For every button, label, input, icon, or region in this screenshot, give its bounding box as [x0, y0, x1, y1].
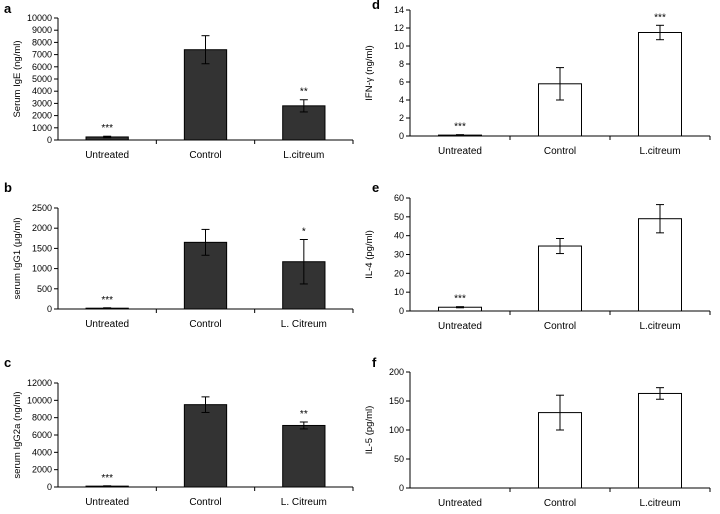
- x-category-label: Untreated: [85, 497, 129, 508]
- x-category-label: Control: [544, 146, 576, 157]
- y-tick-label: 30: [394, 250, 404, 260]
- y-tick-label: 5000: [32, 74, 52, 84]
- chart-panel-c: c serum IgG2a (ng/ml) 0 2000 4000 6000 8000 100…: [4, 355, 354, 508]
- y-tick-label: 0: [399, 131, 404, 141]
- x-category-label: Untreated: [438, 321, 482, 332]
- significance-label: ***: [101, 473, 113, 484]
- y-tick-label: 60: [394, 193, 404, 203]
- x-category-label: L.citreum: [639, 146, 680, 157]
- y-tick-label: 2000: [32, 223, 52, 233]
- y-axis-title: IFN-γ (ng/ml): [364, 45, 375, 100]
- x-category-label: Control: [544, 498, 576, 509]
- significance-label: ***: [101, 123, 113, 134]
- y-axis-title: Serum IgE (ng/ml): [12, 40, 23, 117]
- y-tick-label: 0: [47, 482, 52, 492]
- y-tick-label: 0: [47, 135, 52, 145]
- significance-label: *: [302, 227, 306, 238]
- chart-panel-a: a Serum IgE (ng/ml) 0 1000 2000 3000 4000 5000 6…: [4, 1, 354, 161]
- panel-letter: d: [372, 0, 380, 12]
- chart-panel-f: f IL-5 (pg/ml) 0 50 100 150 200 Untreated Contro…: [364, 355, 711, 509]
- y-tick-label: 0: [399, 483, 404, 493]
- x-category-label: Untreated: [85, 319, 129, 330]
- y-axis-title: IL-4 (pg/ml): [364, 230, 375, 279]
- y-tick-label: 4000: [32, 86, 52, 96]
- bar-l-citreum: [638, 392, 682, 489]
- y-tick-label: 1500: [32, 243, 52, 253]
- x-category-label: Control: [544, 321, 576, 332]
- y-tick-label: 6000: [32, 430, 52, 440]
- y-tick-label: 10000: [27, 395, 52, 405]
- x-category-label: Untreated: [438, 498, 482, 509]
- y-tick-label: 2500: [32, 203, 52, 213]
- y-tick-label: 150: [389, 396, 404, 406]
- y-tick-label: 10: [394, 41, 404, 51]
- y-axis-title: serum IgG1 (μg/ml): [12, 217, 23, 299]
- y-tick-label: 2000: [32, 111, 52, 121]
- bar-control: [183, 404, 228, 488]
- y-tick-label: 0: [47, 304, 52, 314]
- panel-letter: a: [4, 1, 12, 16]
- significance-label: **: [300, 409, 308, 420]
- bar-l-citreum: [638, 218, 682, 312]
- panel-letter: e: [372, 180, 379, 195]
- x-category-label: L.citreum: [639, 321, 680, 332]
- x-category-label: L. Citreum: [281, 319, 327, 330]
- significance-label: ***: [654, 12, 666, 23]
- bar-control: [183, 49, 228, 141]
- x-category-label: L.citreum: [639, 498, 680, 509]
- panel-letter: c: [4, 355, 11, 370]
- panel-letter: b: [4, 180, 12, 195]
- y-tick-label: 50: [394, 212, 404, 222]
- significance-label: ***: [454, 294, 466, 305]
- y-tick-label: 6000: [32, 62, 52, 72]
- y-tick-label: 9000: [32, 25, 52, 35]
- y-tick-label: 12: [394, 23, 404, 33]
- y-tick-label: 1000: [32, 123, 52, 133]
- bar-l-citreum: [638, 32, 682, 137]
- x-category-label: Control: [189, 150, 221, 161]
- x-category-label: L.citreum: [283, 150, 324, 161]
- y-tick-label: 8000: [32, 37, 52, 47]
- y-axis-title: IL-5 (pg/ml): [364, 406, 375, 455]
- chart-panel-b: b serum IgG1 (μg/ml) 0 500 1000 1500 2000 2500 *…: [4, 180, 354, 330]
- y-tick-label: 50: [394, 454, 404, 464]
- significance-label: ***: [454, 122, 466, 133]
- chart-panel-d: d IFN-γ (ng/ml) 0 2 4 6 8 10 12 14 *** Untreated Con…: [364, 0, 711, 157]
- y-tick-label: 3000: [32, 98, 52, 108]
- chart-panel-e: e IL-4 (pg/ml) 0 10 20 30 40 50 60 *** Untreated Co…: [364, 180, 711, 332]
- significance-label: ***: [101, 295, 113, 306]
- y-tick-label: 6: [399, 77, 404, 87]
- x-category-label: Untreated: [438, 146, 482, 157]
- bar-control: [538, 245, 582, 312]
- x-category-label: L. Citreum: [281, 497, 327, 508]
- x-category-label: Control: [189, 497, 221, 508]
- y-tick-label: 200: [389, 367, 404, 377]
- y-tick-label: 8: [399, 59, 404, 69]
- y-tick-label: 20: [394, 268, 404, 278]
- x-category-label: Untreated: [85, 150, 129, 161]
- y-tick-label: 2000: [32, 465, 52, 475]
- y-tick-label: 10: [394, 287, 404, 297]
- y-tick-label: 10000: [27, 13, 52, 23]
- y-tick-label: 8000: [32, 413, 52, 423]
- bar-l-citreum: [282, 424, 326, 488]
- y-tick-label: 14: [394, 5, 404, 15]
- y-tick-label: 12000: [27, 378, 52, 388]
- y-axis-title: serum IgG2a (ng/ml): [12, 391, 23, 478]
- panel-letter: f: [372, 355, 377, 370]
- y-tick-label: 1000: [32, 264, 52, 274]
- significance-label: **: [300, 87, 308, 98]
- y-tick-label: 7000: [32, 50, 52, 60]
- y-tick-label: 40: [394, 231, 404, 241]
- y-tick-label: 100: [389, 425, 404, 435]
- x-category-label: Control: [189, 319, 221, 330]
- y-tick-label: 4: [399, 95, 404, 105]
- y-tick-label: 500: [37, 284, 52, 294]
- y-tick-label: 0: [399, 306, 404, 316]
- y-tick-label: 4000: [32, 447, 52, 457]
- y-tick-label: 2: [399, 113, 404, 123]
